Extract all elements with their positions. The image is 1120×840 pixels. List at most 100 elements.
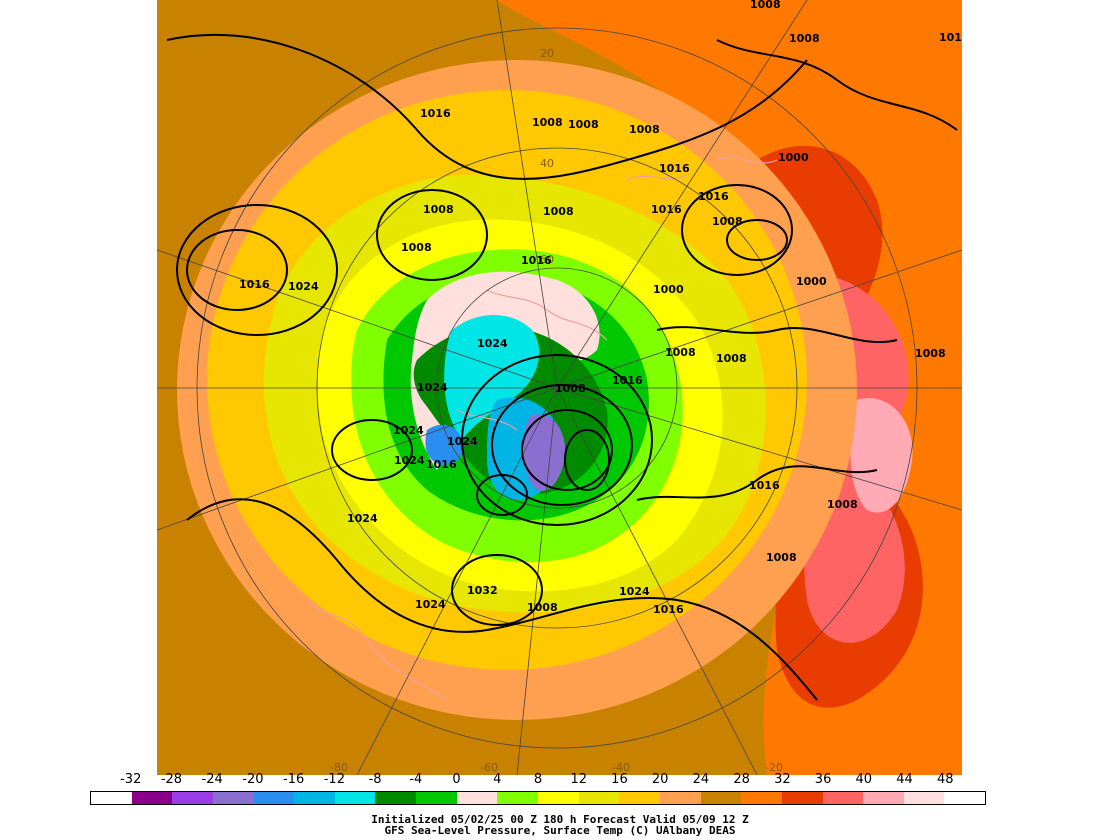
isobar-label: 1016 [698,190,729,203]
isobar-label: 1016 [651,203,682,216]
isobar-label: 1024 [619,585,650,598]
lon-label-minus40: -40 [612,761,630,774]
colorbar-swatch [212,792,254,804]
colorbar-tick-label: 20 [651,772,669,787]
colorbar-swatch [456,792,498,804]
caption-line-1: Initialized 05/02/25 00 Z 180 h Forecast… [371,813,749,826]
colorbar-tick-label: -12 [323,772,345,787]
isobar-label: 1024 [477,337,508,350]
isobar-label: 1024 [394,454,425,467]
colorbar-tick-label: 24 [692,772,710,787]
isobar-label: 1008 [665,346,696,359]
isobar-label: 1016 [612,374,643,387]
isobar-label: 1024 [417,381,448,394]
isobar-label: 1008 [766,551,797,564]
colorbar-tick-label: 44 [896,772,913,787]
colorbar-tick-label: 32 [774,772,791,787]
lat-label-20: 20 [540,47,554,60]
colorbar-tick-label: -8 [368,772,382,787]
colorbar-tick-labels: -32 -28 -24 -20 -16 -12 -8 -4 0 4 8 12 16 20 24 28 32 36 4… [90,772,986,788]
isobar-label: 1016 [239,278,270,291]
lon-label-minus80: -80 [330,761,348,774]
colorbar-tick-label: 40 [855,772,873,787]
colorbar-tick-label: 48 [936,772,954,787]
isobar-label: 1016 [653,603,684,616]
lat-lon-grid [157,0,962,775]
lat-label-40: 40 [540,157,554,170]
colorbar-swatch [781,792,823,804]
colorbar-swatch [334,792,376,804]
isobar-label: 1008 [712,215,743,228]
lon-label-minus60: -60 [480,761,498,774]
isobar-label: 1016 [426,458,457,471]
colorbar-tick-label: -16 [283,772,305,787]
isobar-label: 1008 [827,498,858,511]
map-canvas: 20 40 60 -80 -60 -40 -20 1008 1016 1008 … [157,0,962,775]
colorbar-swatch [700,792,742,804]
colorbar-swatch [91,792,132,804]
colorbar-swatch [294,792,335,804]
colorbar-swatch [741,792,782,804]
isobar-label: 1000 [778,151,809,164]
colorbar-tick-label: 36 [814,772,832,787]
isobar-label: 1024 [393,424,424,437]
colorbar-tick-label: -24 [201,772,223,787]
temp-field-minus20-16 [425,424,464,465]
isobar-label: 1016 [521,254,552,267]
colorbar-swatch [172,792,213,804]
isobar-label: 1008 [527,601,558,614]
map-caption: Initialized 05/02/25 00 Z 180 h Forecast… [0,814,1120,836]
colorbar-tick-label: 28 [733,772,750,787]
colorbar-swatch [863,792,904,804]
colorbar-swatch [131,792,173,804]
colorbar-swatch [578,792,620,804]
colorbar-swatch [619,792,660,804]
colorbar-swatch [659,792,701,804]
coastlines [306,156,778,701]
isobar-label: 1024 [415,598,446,611]
isobar-label: 1008 [401,241,432,254]
colorbar-tick-label: -4 [409,772,423,787]
colorbar-tick-label: -20 [242,772,264,787]
isobar-label: 1008 [750,0,781,11]
isobar-label: 1024 [447,435,478,448]
isobar-label: 1016 [939,31,962,44]
temp-field-extreme-east [850,398,913,513]
colorbar-tick-label: 8 [533,772,543,787]
isobar-label: 1008 [543,205,574,218]
isobar-label: 1016 [659,162,690,175]
caption-line-2: GFS Sea-Level Pressure, Surface Temp (C)… [384,824,736,837]
isobar-label: 1024 [288,280,319,293]
colorbar-swatch [822,792,864,804]
isobar-label: 1000 [796,275,827,288]
colorbar-swatch [416,792,457,804]
isobar-label: 1008 [716,352,747,365]
colorbar-tick-label: 16 [611,772,628,787]
colorbar-swatch [375,792,417,804]
isobar-label: 1032 [467,584,498,597]
colorbar-tick-label: 0 [452,772,461,787]
lat-label-60: 60 [540,253,554,266]
isobar-label: 1008 [915,347,946,360]
isobar-label: 1008 [423,203,454,216]
colorbar-swatch [253,792,295,804]
isobar-label: 1016 [420,107,451,120]
isobar-labels: 1008 1016 1008 1008 1008 1000 1016 1016 … [239,0,962,616]
isobar-label: 1000 [653,283,684,296]
colorbar-swatch [497,792,539,804]
isobar-label: 1024 [347,512,378,525]
temperature-colorbar [90,791,986,805]
isobar-label: 1008 [789,32,820,45]
isobar-label: 1016 [749,479,780,492]
colorbar-tick-label: 4 [493,772,502,787]
isobar-label: 1008 [532,116,563,129]
forecast-map: 20 40 60 -80 -60 -40 -20 1008 1016 1008 … [157,0,962,775]
colorbar-swatch [944,792,986,804]
colorbar-swatch [903,792,945,804]
isobar-label: 1008 [629,123,660,136]
isobars [166,33,958,701]
colorbar-tick-label: -32 [120,772,142,787]
isobar-label: 1008 [555,382,586,395]
colorbar-tick-label: 12 [570,772,587,787]
colorbar-tick-label: -28 [160,772,183,787]
